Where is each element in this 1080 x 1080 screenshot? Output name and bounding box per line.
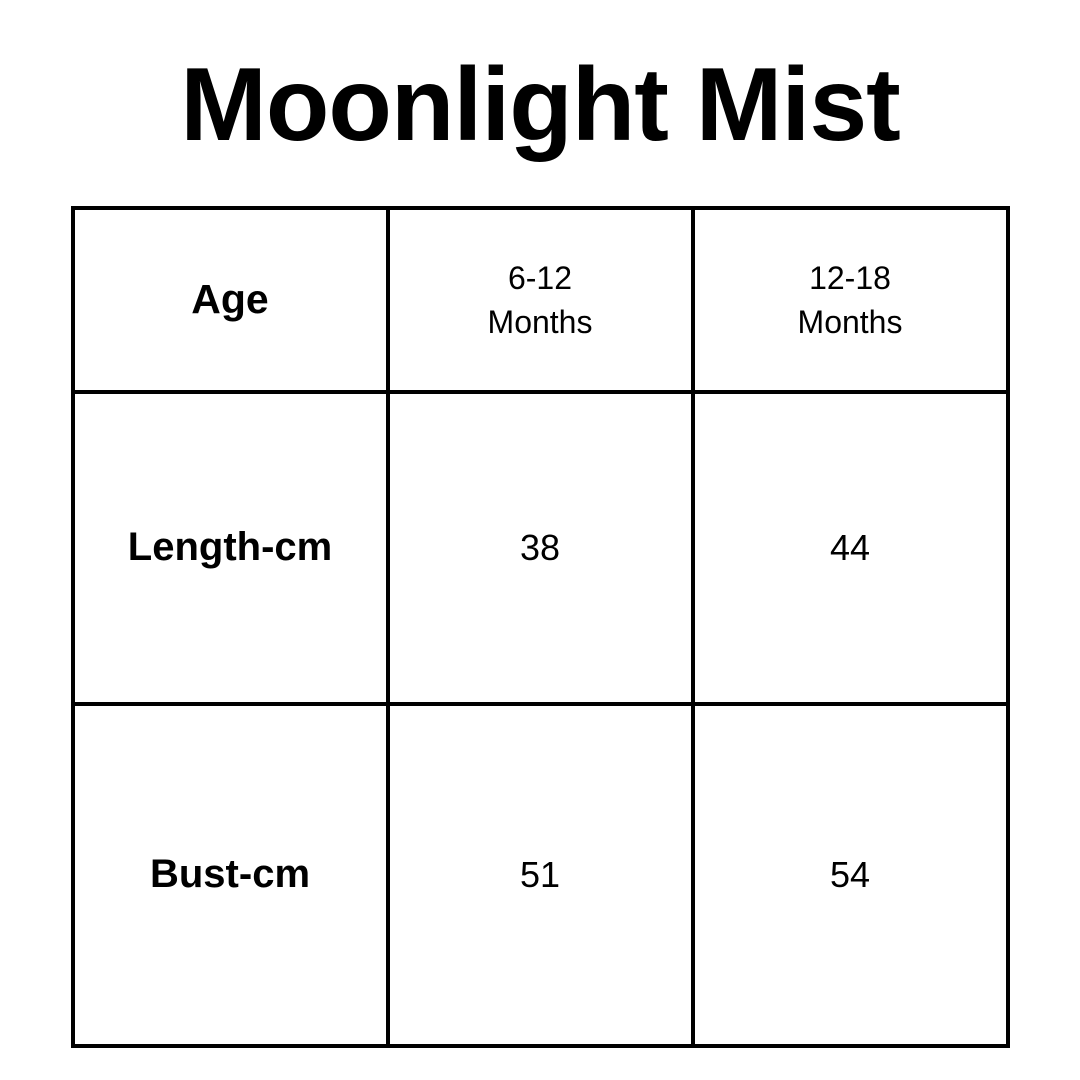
header-cell-6-12-months: 6-12 Months xyxy=(385,205,695,394)
age-range-1-line1: 6-12 xyxy=(507,259,573,296)
length-value-12-18-months: 44 xyxy=(690,389,1010,706)
bust-value-12-18-months: 54 xyxy=(690,701,1010,1048)
bust-label: Bust-cm xyxy=(149,852,311,897)
table-row-length: Length-cm 38 44 xyxy=(70,389,1010,706)
length-value-6-12-months: 38 xyxy=(385,389,695,706)
age-header-label: Age xyxy=(191,276,269,323)
bust-value-2: 54 xyxy=(829,853,871,895)
row-label-length: Length-cm xyxy=(70,389,390,706)
bust-value-6-12-months: 51 xyxy=(385,701,695,1048)
length-label: Length-cm xyxy=(127,525,333,570)
age-range-2-line2: Months xyxy=(797,303,903,340)
row-label-bust: Bust-cm xyxy=(70,701,390,1048)
length-value-1: 38 xyxy=(519,526,561,568)
header-cell-12-18-months: 12-18 Months xyxy=(690,205,1010,394)
table-row-bust: Bust-cm 51 54 xyxy=(70,701,1010,1048)
age-range-1-line2: Months xyxy=(487,303,593,340)
length-value-2: 44 xyxy=(829,526,871,568)
page-title: Moonlight Mist xyxy=(180,47,901,163)
table-header-row: Age 6-12 Months 12-18 Months xyxy=(70,205,1010,394)
bust-value-1: 51 xyxy=(519,853,561,895)
age-range-2-line1: 12-18 xyxy=(809,259,891,296)
size-chart-table: Age 6-12 Months 12-18 Months Length-cm 3… xyxy=(70,205,1010,1048)
header-cell-age: Age xyxy=(70,205,390,394)
